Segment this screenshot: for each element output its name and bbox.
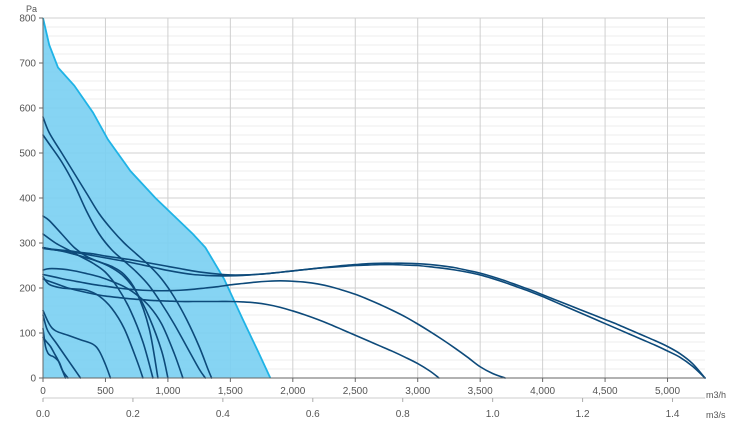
fan-curves bbox=[42, 116, 706, 379]
x2-tick-label: 1.4 bbox=[666, 409, 680, 420]
y-axis-unit: Pa bbox=[26, 4, 37, 14]
x-tick-label: 4,000 bbox=[530, 386, 555, 397]
fan-curve-12 bbox=[42, 309, 112, 379]
y-tick-label: 300 bbox=[19, 239, 36, 250]
x-axis-secondary-unit: m3/s bbox=[706, 410, 726, 420]
x-axis-primary-unit: m3/h bbox=[706, 390, 726, 400]
fan-curve-1 bbox=[42, 246, 706, 379]
x2-tick-label: 0.0 bbox=[36, 409, 50, 420]
fan-curve-3 bbox=[42, 273, 506, 379]
fan-curve-10 bbox=[42, 233, 154, 379]
y-tick-label: 700 bbox=[19, 59, 36, 70]
y-tick-label: 0 bbox=[30, 374, 36, 385]
fan-curve-11 bbox=[42, 275, 144, 379]
x-tick-label: 2,500 bbox=[343, 386, 368, 397]
axes: 0 100 200 300 400 500 600 700 800 0 500 1,000 1,500 2… bbox=[19, 14, 705, 420]
x-tick-label: 5,000 bbox=[655, 386, 680, 397]
x2-tick-label: 0.4 bbox=[216, 409, 230, 420]
y-tick-label: 600 bbox=[19, 104, 36, 115]
operating-envelope bbox=[42, 17, 272, 379]
x-tick-label: 500 bbox=[97, 386, 114, 397]
x-tick-label: 0 bbox=[40, 386, 46, 397]
x2-tick-label: 0.2 bbox=[126, 409, 140, 420]
x-tick-label: 4,500 bbox=[593, 386, 618, 397]
y-tick-label: 100 bbox=[19, 329, 36, 340]
x-tick-label: 1,000 bbox=[155, 386, 180, 397]
x-tick-label: 1,500 bbox=[218, 386, 243, 397]
fan-curve-9 bbox=[42, 134, 207, 379]
x-tick-label: 3,500 bbox=[468, 386, 493, 397]
x-tick-label: 3,000 bbox=[405, 386, 430, 397]
y-tick-label: 800 bbox=[19, 14, 36, 25]
fan-curve-2 bbox=[42, 247, 706, 379]
envelope-edge bbox=[42, 17, 272, 379]
fan-curve-15 bbox=[42, 336, 67, 379]
fan-curve-4 bbox=[42, 278, 440, 379]
y-tick-label: 200 bbox=[19, 284, 36, 295]
fan-curve-7 bbox=[42, 215, 159, 379]
x2-tick-label: 1.0 bbox=[486, 409, 500, 420]
fan-curve-5 bbox=[42, 267, 184, 379]
x2-tick-label: 1.2 bbox=[576, 409, 590, 420]
envelope-area bbox=[43, 18, 271, 378]
y-tick-label: 400 bbox=[19, 194, 36, 205]
x-tick-label: 2,000 bbox=[280, 386, 305, 397]
x2-tick-label: 0.6 bbox=[306, 409, 320, 420]
y-tick-label: 500 bbox=[19, 149, 36, 160]
fan-curve-13 bbox=[42, 314, 82, 379]
fan-curve-8 bbox=[42, 116, 213, 379]
x2-tick-label: 0.8 bbox=[396, 409, 410, 420]
